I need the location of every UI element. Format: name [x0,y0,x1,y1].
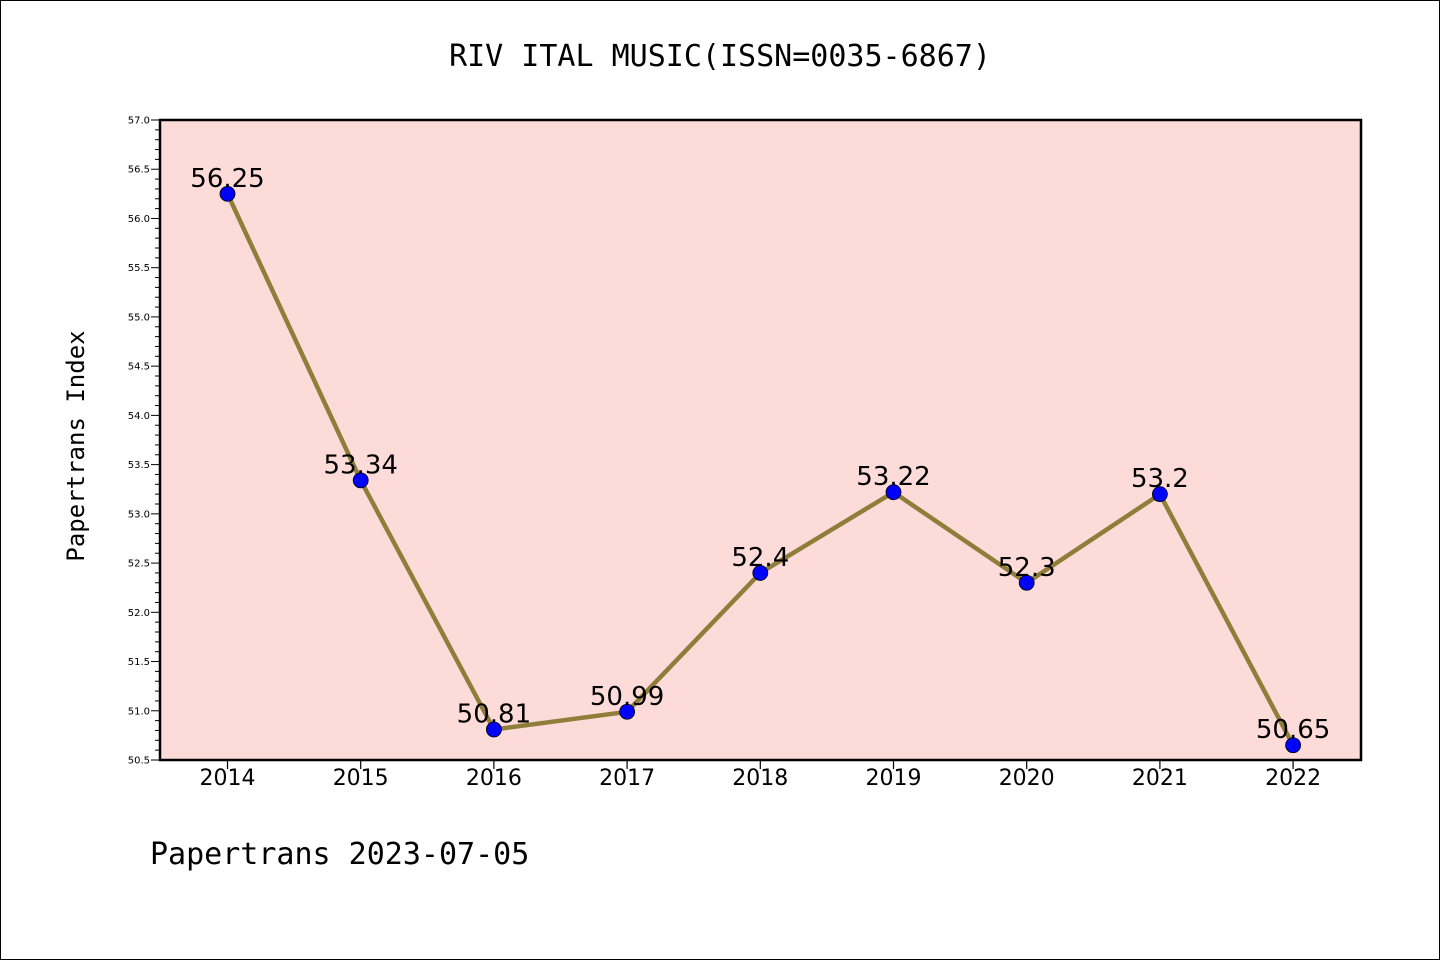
data-point [352,472,369,489]
data-label: 50.81 [457,699,531,729]
data-point [619,703,635,720]
data-label: 50.65 [1256,715,1330,745]
y-tick-label: 50.5 [128,756,150,767]
y-tick-label: 53.0 [128,509,150,520]
y-tick-label: 56.0 [128,214,150,225]
data-label: 56.25 [190,164,264,194]
plot-border [158,118,1363,762]
y-tick-label: 51.5 [128,657,150,668]
x-tick-label: 2020 [999,766,1055,791]
y-tick-label: 53.5 [128,460,150,471]
y-tick-label: 56.5 [128,165,150,176]
data-point [752,565,769,581]
data-point [1285,737,1301,754]
x-tick-label: 2014 [200,766,256,791]
x-tick-label: 2022 [1265,766,1321,791]
x-tick-label: 2015 [333,766,389,791]
data-label: 53.34 [323,450,397,480]
x-tick-label: 2021 [1132,766,1188,791]
y-tick-label: 57.0 [128,116,150,127]
y-tick-label: 55.0 [128,312,150,323]
y-tick-label: 55.5 [128,263,150,274]
series-group: 56.25 53.34 50.81 50.99 52.4 53.22 52.3 53.2 50.… [190,164,1330,754]
data-point [485,721,502,738]
data-label: 52.4 [731,543,789,573]
footer-text: Papertrans 2023-07-05 [150,837,529,872]
y-tick-label: 52.0 [128,608,150,619]
data-point [1152,486,1168,503]
x-tick-label: 2018 [732,766,788,791]
y-tick-label: 54.0 [128,411,150,422]
y-tick-label: 51.0 [128,706,150,717]
x-tick-label: 2016 [466,766,522,791]
data-label: 52.3 [998,553,1056,583]
x-tick-label: 2017 [599,766,655,791]
data-label: 53.22 [856,462,930,492]
y-tick-label: 54.5 [128,362,150,373]
y-axis-label: Papertrans Index [62,330,90,561]
plot-area [160,120,1361,760]
data-label: 53.2 [1131,464,1189,494]
y-tick-label: 52.5 [128,559,150,570]
data-point [1018,574,1035,591]
chart-title: RIV ITAL MUSIC(ISSN=0035-6867) [449,39,991,74]
x-axis: 2014 2015 2016 2017 2018 2019 2020 2021 2022 [200,760,1321,791]
data-label: 50.99 [590,682,664,712]
y-axis: 50.5 51.0 51.5 52.0 52.5 53.0 53.5 54.0 54.5 55.0… [128,116,160,767]
x-tick-label: 2019 [866,766,922,791]
data-point [219,185,236,202]
data-point [885,484,902,501]
